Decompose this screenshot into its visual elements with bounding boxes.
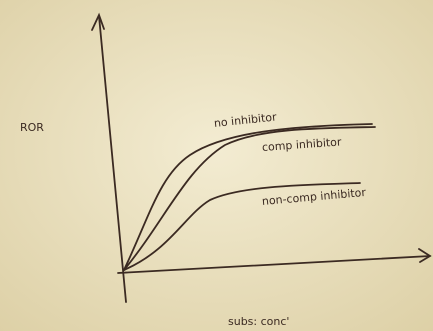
sketch: ROR no inhibitor comp inhibitor non-comp… — [0, 0, 433, 331]
paper-background — [0, 0, 433, 331]
y-axis-label: ROR — [20, 121, 44, 134]
x-axis-label: subs: conc' — [228, 315, 289, 328]
page: ROR no inhibitor comp inhibitor non-comp… — [0, 0, 433, 331]
